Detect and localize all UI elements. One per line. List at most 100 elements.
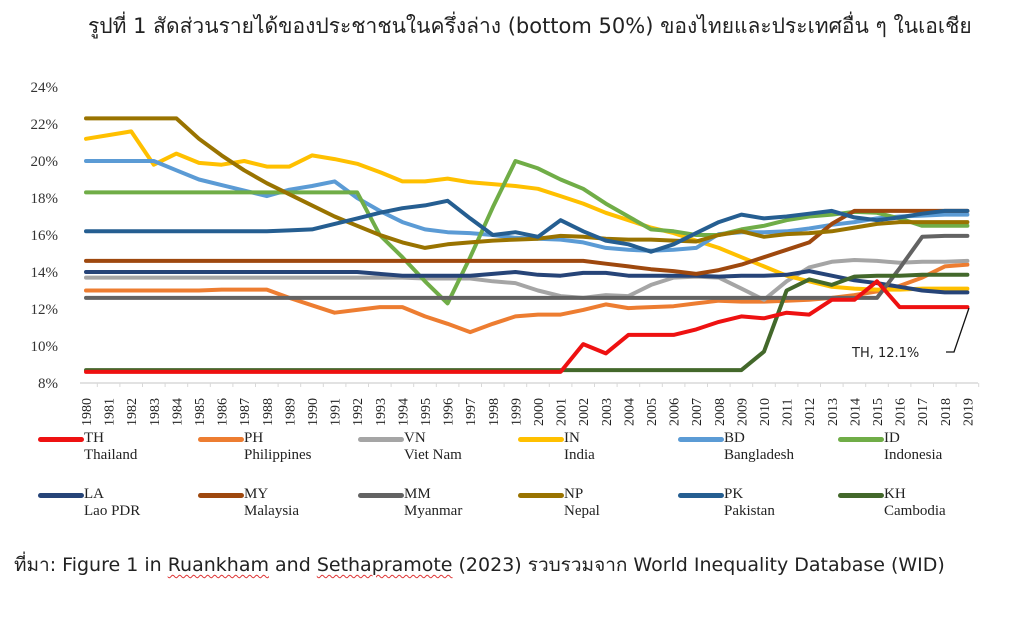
source-prefix: ที่มา: Figure 1 in	[14, 554, 168, 576]
legend-code: VN	[404, 430, 426, 446]
legend-label: KH Cambodia	[884, 486, 946, 520]
legend-country-name: Indonesia	[884, 447, 943, 463]
legend-swatch	[518, 437, 564, 442]
y-tick-label: 14%	[31, 265, 59, 281]
series-line-id	[84, 159, 970, 306]
legend-item-la: LA Lao PDR	[38, 486, 198, 542]
legend-swatch	[838, 437, 884, 442]
y-tick-label: 20%	[31, 154, 59, 170]
legend-code: TH	[84, 430, 104, 446]
y-tick-label: 22%	[31, 117, 59, 133]
series-line-np	[84, 116, 970, 250]
legend-swatch	[198, 437, 244, 442]
source-author-2: Sethapramote	[316, 554, 453, 576]
y-tick-label: 18%	[31, 191, 59, 207]
legend-country-name: Myanmar	[404, 503, 463, 519]
legend-code: KH	[884, 486, 906, 502]
x-tick-label: 2014	[848, 398, 863, 426]
source-suffix: (2023) รวบรวมจาก World Inequality Databa…	[452, 554, 945, 576]
legend-label: PH Philippines	[244, 430, 312, 464]
legend-country-name: Cambodia	[884, 503, 946, 519]
legend-code: NP	[564, 486, 584, 502]
legend-item-kh: KH Cambodia	[838, 486, 998, 542]
series-line-vn	[84, 258, 970, 302]
x-tick-label: 2011	[781, 399, 796, 426]
y-tick-label: 8%	[38, 376, 58, 392]
legend-code: ID	[884, 430, 900, 446]
legend-country-name: Nepal	[564, 503, 600, 519]
x-tick-label: 1984	[170, 398, 185, 426]
x-tick-label: 2003	[600, 398, 615, 426]
legend-code: MY	[244, 486, 269, 502]
legend-item-ph: PH Philippines	[198, 430, 358, 486]
x-tick-label: 1996	[442, 398, 457, 426]
x-tick-label: 1997	[464, 398, 479, 426]
x-tick-label: 2002	[577, 398, 592, 426]
x-tick-label: 1981	[103, 398, 118, 426]
legend-row: TH Thailand PH Philippines VN Viet Nam IN India…	[38, 430, 998, 486]
legend-swatch	[38, 437, 84, 442]
x-tick-label: 1988	[261, 398, 276, 426]
legend-item-np: NP Nepal	[518, 486, 678, 542]
x-tick-label: 1999	[509, 398, 524, 426]
x-tick-label: 2006	[668, 398, 683, 426]
legend-code: IN	[564, 430, 580, 446]
x-tick-label: 2000	[532, 398, 547, 426]
x-tick-label: 2013	[826, 398, 841, 426]
legend-label: MM Myanmar	[404, 486, 462, 520]
y-tick-label: 24%	[31, 80, 59, 96]
x-tick-label: 2012	[803, 398, 818, 426]
legend-swatch	[38, 493, 84, 498]
legend-item-mm: MM Myanmar	[358, 486, 518, 542]
x-tick-label: 2009	[735, 398, 750, 426]
legend-code: BD	[724, 430, 745, 446]
x-tick-label: 2019	[961, 398, 976, 426]
x-tick-label: 1994	[396, 398, 411, 426]
x-tick-label: 2018	[939, 398, 954, 426]
y-tick-label: 10%	[31, 339, 59, 355]
legend-country-name: Lao PDR	[84, 503, 141, 519]
x-tick-label: 1985	[193, 398, 208, 426]
x-tick-label: 2001	[555, 398, 570, 426]
y-axis: 8% 10% 12% 14% 16% 18% 20% 22% 24%	[31, 80, 59, 392]
legend-country-name: Bangladesh	[724, 447, 794, 463]
x-tick-label: 1998	[487, 398, 502, 426]
legend-country-name: Pakistan	[724, 503, 775, 519]
legend-swatch	[678, 437, 724, 442]
legend-swatch	[358, 437, 404, 442]
x-tick-label: 1993	[374, 398, 389, 426]
legend-label: VN Viet Nam	[404, 430, 462, 464]
legend-country-name: India	[564, 447, 595, 463]
x-tick-label: 1989	[283, 398, 298, 426]
legend-row: LA Lao PDR MY Malaysia MM Myanmar NP Nepal PK Pak…	[38, 486, 998, 542]
y-tick-label: 12%	[31, 302, 59, 318]
legend-label: NP Nepal	[564, 486, 600, 520]
legend-item-id: ID Indonesia	[838, 430, 998, 486]
x-tick-label: 2004	[622, 398, 637, 426]
legend-label: TH Thailand	[84, 430, 137, 464]
x-tick-label: 1983	[148, 398, 163, 426]
legend-code: PH	[244, 430, 264, 446]
x-tick-label: 1991	[329, 398, 344, 426]
legend-code: PK	[724, 486, 744, 502]
x-tick-label: 1992	[351, 398, 366, 426]
x-tick-label: 1987	[238, 398, 253, 426]
legend-code: LA	[84, 486, 104, 502]
legend-label: ID Indonesia	[884, 430, 942, 464]
th-annotation: TH, 12.1%	[851, 307, 970, 361]
legend-swatch	[678, 493, 724, 498]
legend-item-vn: VN Viet Nam	[358, 430, 518, 486]
legend-label: IN India	[564, 430, 595, 464]
legend-country-name: Thailand	[84, 447, 138, 463]
x-tick-label: 2015	[871, 398, 886, 426]
line-chart: 8%10%12%14%16%18%20%22%24% 1980 1981 1982 1…	[31, 80, 980, 426]
series-lines	[84, 116, 970, 374]
x-axis: 1980 1981 1982 1983 1984 1985 1986 1987 1988 1989…	[80, 383, 980, 426]
series-line-mm	[84, 233, 970, 300]
legend-country-name: Philippines	[244, 447, 312, 463]
x-tick-label: 1982	[125, 398, 140, 426]
legend-label: LA Lao PDR	[84, 486, 140, 520]
legend-item-th: TH Thailand	[38, 430, 198, 486]
legend-country-name: Malaysia	[244, 503, 299, 519]
source-author-1: Ruankham	[167, 554, 269, 576]
